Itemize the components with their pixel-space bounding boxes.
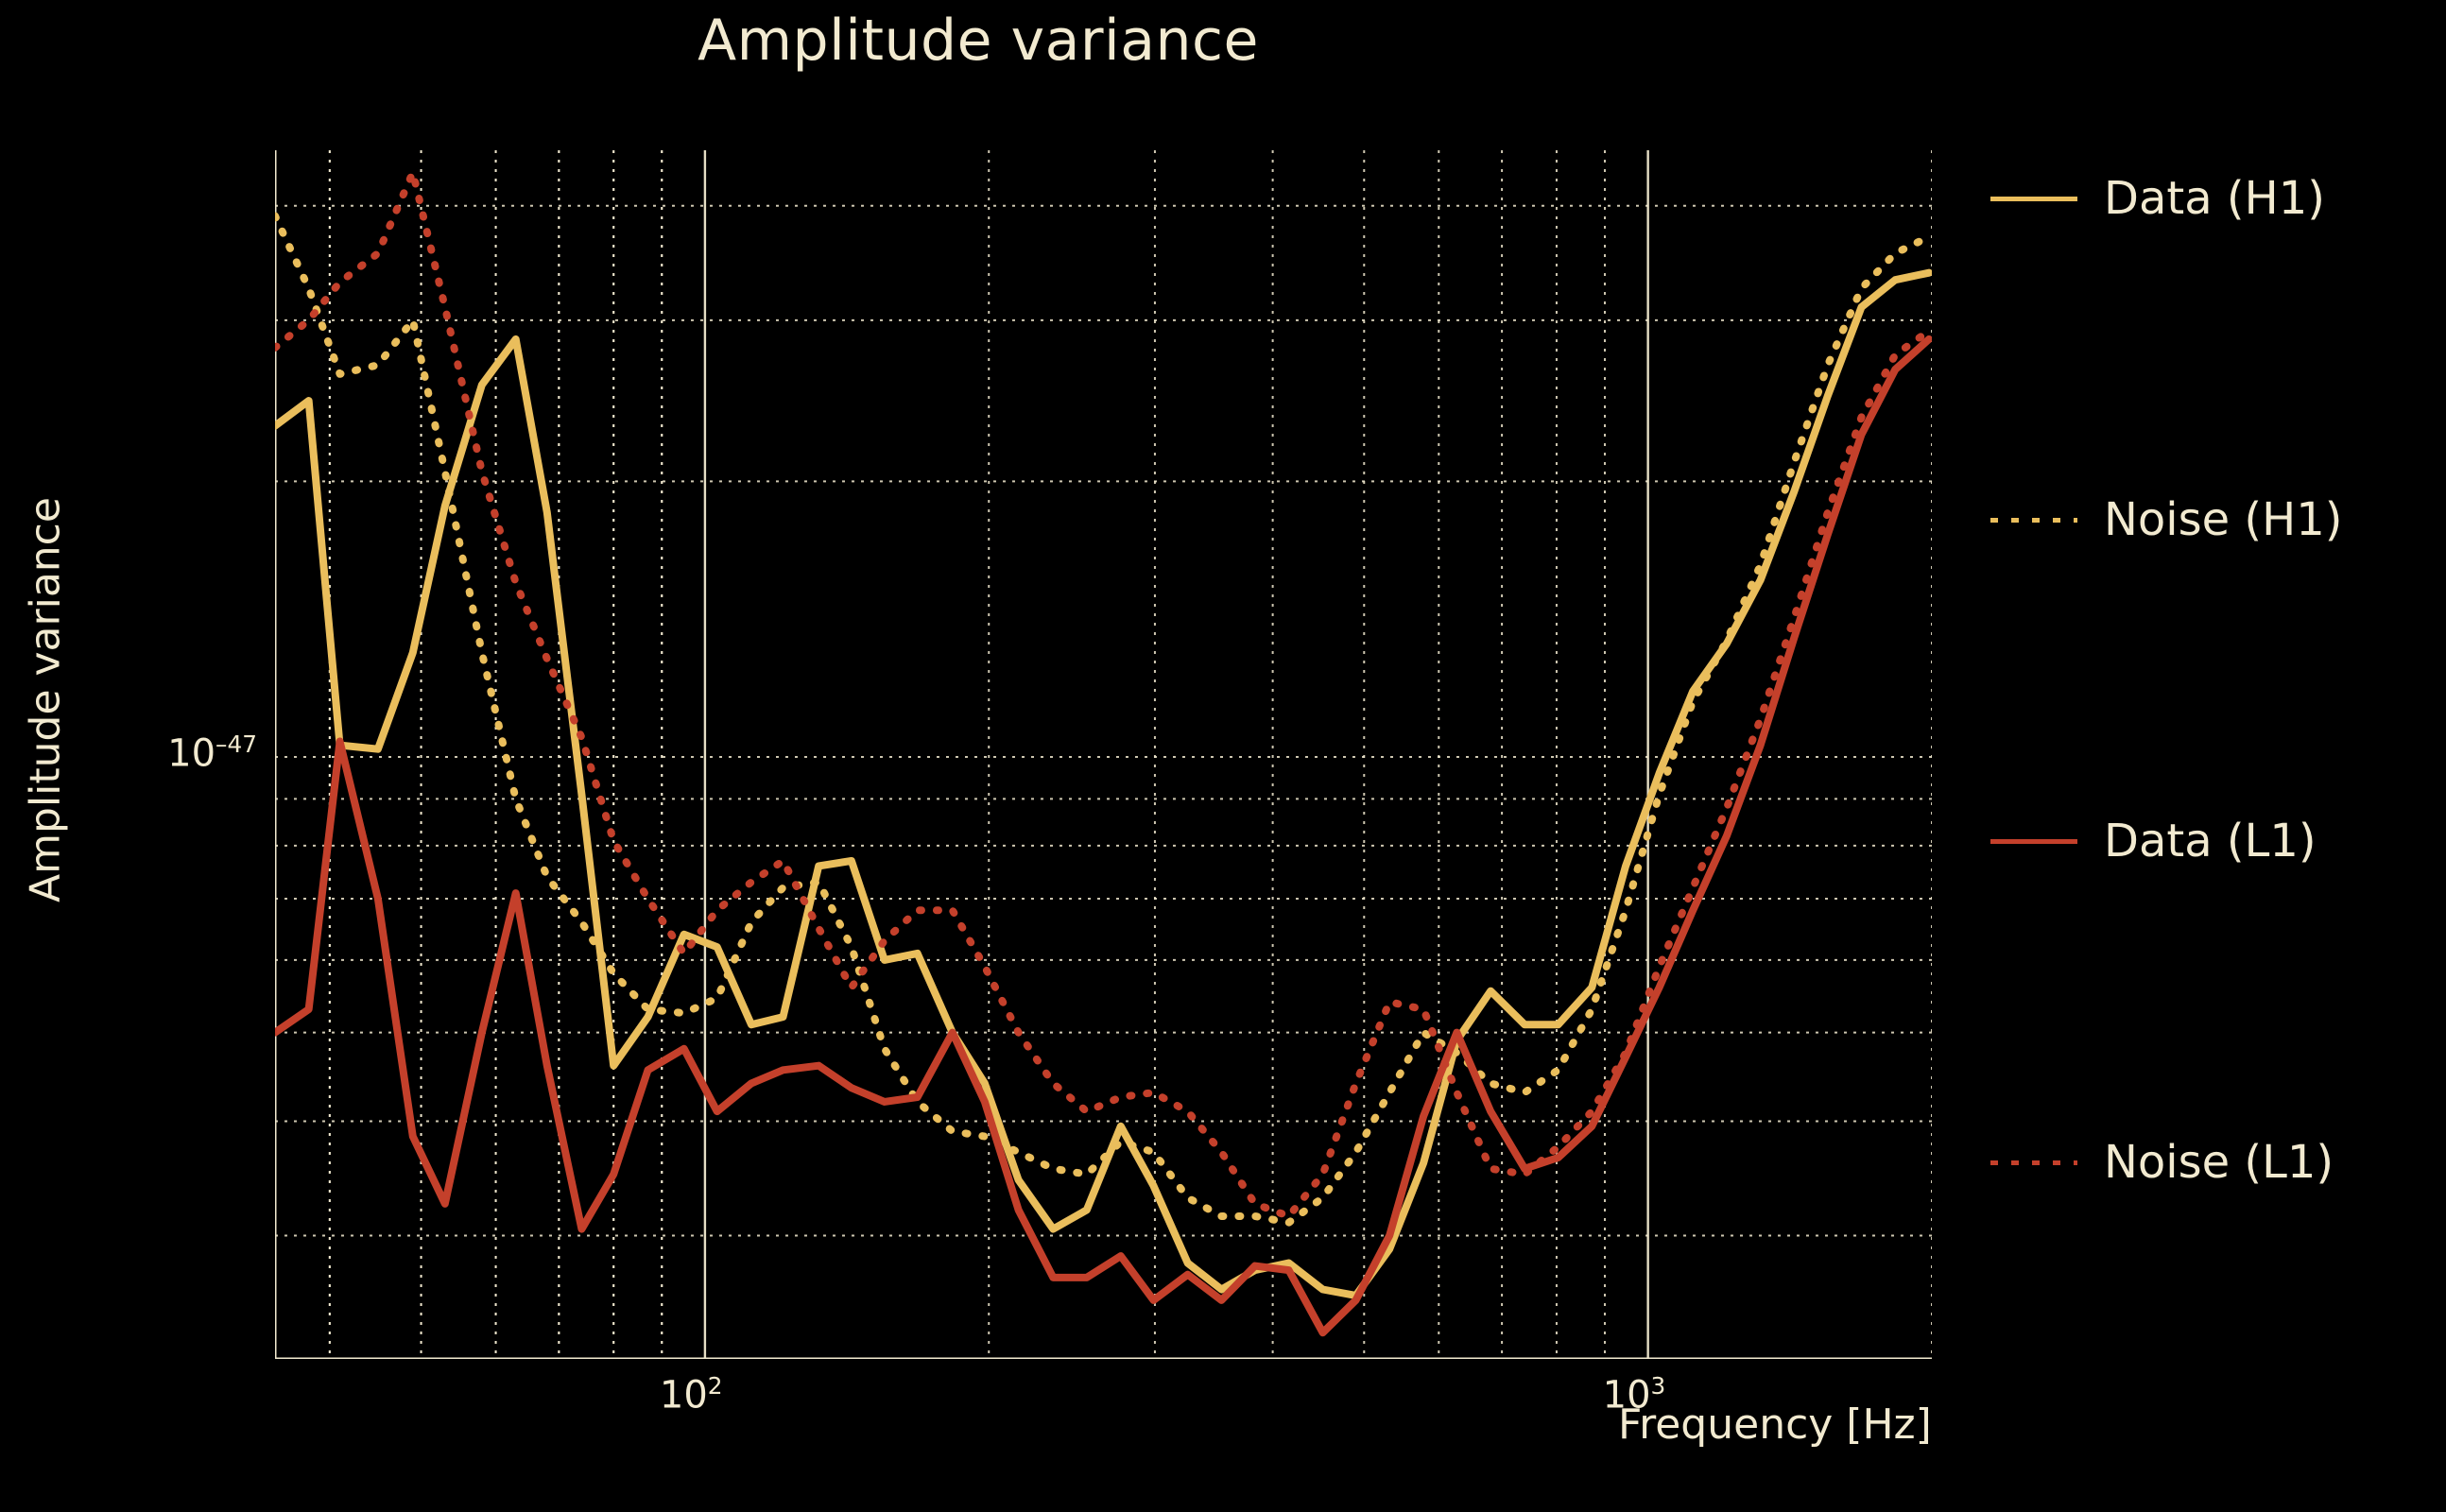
plot-area [275,150,1932,1359]
legend-label-noise-l1: Noise (L1) [2104,1136,2334,1189]
x-axis-tick-label: 103 [1602,1372,1666,1418]
legend-label-data-h1: Data (H1) [2104,172,2325,225]
chart-title: Amplitude variance [698,8,1259,74]
legend-item-data-l1[interactable]: Data (L1) [1990,813,2317,869]
plot-svg [275,150,1932,1359]
legend-item-noise-l1[interactable]: Noise (L1) [1990,1134,2334,1191]
series-line [275,168,1932,1220]
y-axis-tick-label: 10–47 [167,730,257,776]
chart-legend: Data (H1) Noise (H1) Data (L1) Noise (L1… [1990,151,2435,1361]
series-line [275,212,1932,1227]
x-axis-label: Frequency [Hz] [1618,1400,1932,1449]
legend-swatch-data-l1 [1990,831,2077,851]
series-line [275,268,1932,1299]
series-line [275,335,1932,1337]
y-axis-label: Amplitude variance [21,497,70,902]
legend-swatch-noise-h1 [1990,509,2077,530]
legend-item-noise-h1[interactable]: Noise (H1) [1990,491,2343,548]
x-axis-tick-label: 102 [659,1372,723,1418]
legend-swatch-data-h1 [1990,188,2077,209]
legend-label-data-l1: Data (L1) [2104,815,2317,868]
legend-label-noise-h1: Noise (H1) [2104,493,2343,546]
legend-swatch-noise-l1 [1990,1152,2077,1173]
legend-item-data-h1[interactable]: Data (H1) [1990,170,2325,227]
